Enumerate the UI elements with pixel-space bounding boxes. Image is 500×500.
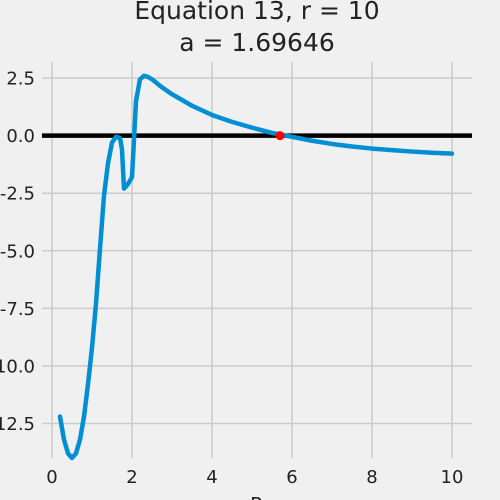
y-tick-label: -2.5 [0,184,35,205]
grid [42,62,472,458]
y-tick-label: -10.0 [0,356,35,377]
root-marker [275,131,285,141]
y-tick-label: 0.0 [6,126,35,147]
series-layer [57,73,455,461]
x-tick-label: 6 [286,467,297,488]
x-tick-label: 0 [46,467,57,488]
x-tick-label: 4 [206,467,217,488]
y-tick-label: 2.5 [6,69,35,90]
x-axis-label: R [250,493,264,500]
x-tick-label: 8 [366,467,377,488]
y-tick-label: -7.5 [0,299,35,320]
y-tick-label: -12.5 [0,414,35,435]
tick-labels: 0 2 4 6 8 10 2.5 0.0 -2.5 -5.0 -7.5 -10.0 -12.5 [0,69,463,488]
chart-title-line-2: a = 1.69646 [179,28,335,57]
x-tick-label: 2 [126,467,137,488]
y-tick-label: -5.0 [0,241,35,262]
series-line [57,73,455,461]
x-tick-label: 10 [441,467,464,488]
marker-layer [275,131,285,141]
chart-title-line-1: Equation 13, r = 10 [134,0,379,25]
